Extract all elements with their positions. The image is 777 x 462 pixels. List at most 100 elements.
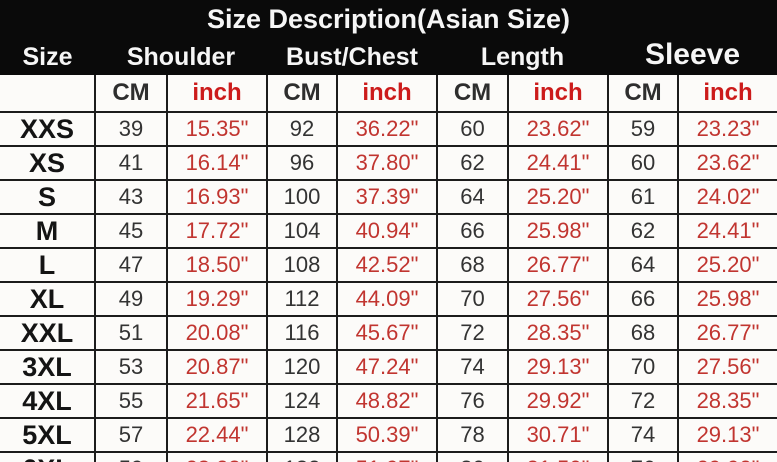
length-inch: 29.92" xyxy=(507,383,609,419)
bust-inch: 40.94" xyxy=(336,213,438,249)
sleeve-inch: 24.41" xyxy=(677,213,777,249)
length-cm: 78 xyxy=(436,417,509,453)
sleeve-inch: 29.13" xyxy=(677,417,777,453)
bust-inch: 50.39" xyxy=(336,417,438,453)
unit-length-inch: inch xyxy=(507,75,609,113)
bust-inch: 42.52" xyxy=(336,247,438,283)
size-value: 6XL xyxy=(0,451,96,462)
length-cm: 64 xyxy=(436,179,509,215)
sleeve-cm: 74 xyxy=(607,417,679,453)
length-cm: 62 xyxy=(436,145,509,181)
length-cm: 70 xyxy=(436,281,509,317)
unit-empty-cell xyxy=(0,75,96,113)
bust-inch: 37.80" xyxy=(336,145,438,181)
length-cm: 80 xyxy=(436,451,509,462)
shoulder-cm: 55 xyxy=(94,383,168,419)
table-row: M 45 17.72" 104 40.94" 66 25.98" 62 24.41" xyxy=(0,213,777,249)
bust-inch: 45.67" xyxy=(336,315,438,351)
table-row: 4XL 55 21.65" 124 48.82" 76 29.92" 72 28.35" xyxy=(0,383,777,419)
length-inch: 27.56" xyxy=(507,281,609,317)
shoulder-inch: 23.23" xyxy=(166,451,268,462)
shoulder-cm: 53 xyxy=(94,349,168,385)
bust-cm: 120 xyxy=(266,349,338,385)
bust-cm: 132 xyxy=(266,451,338,462)
sleeve-cm: 72 xyxy=(607,383,679,419)
shoulder-inch: 16.93" xyxy=(166,179,268,215)
length-inch: 23.62" xyxy=(507,111,609,147)
size-value: XXL xyxy=(0,315,96,351)
length-cm: 72 xyxy=(436,315,509,351)
size-value: 5XL xyxy=(0,417,96,453)
sleeve-inch: 27.56" xyxy=(677,349,777,385)
length-inch: 31.50" xyxy=(507,451,609,462)
length-inch: 26.77" xyxy=(507,247,609,283)
shoulder-inch: 19.29" xyxy=(166,281,268,317)
table-row: XXL 51 20.08" 116 45.67" 72 28.35" 68 26.77" xyxy=(0,315,777,351)
shoulder-inch: 20.87" xyxy=(166,349,268,385)
length-cm: 68 xyxy=(436,247,509,283)
table-row: XS 41 16.14" 96 37.80" 62 24.41" 60 23.62" xyxy=(0,145,777,181)
bust-inch: 47.24" xyxy=(336,349,438,385)
sleeve-cm: 59 xyxy=(607,111,679,147)
shoulder-cm: 45 xyxy=(94,213,168,249)
sleeve-inch: 23.23" xyxy=(677,111,777,147)
table-body: XXS 39 15.35" 92 36.22" 60 23.62" 59 23.23" XS 41 1… xyxy=(0,111,777,462)
sleeve-cm: 62 xyxy=(607,213,679,249)
sleeve-cm: 64 xyxy=(607,247,679,283)
column-header-sleeve: Sleeve xyxy=(608,38,777,75)
shoulder-cm: 57 xyxy=(94,417,168,453)
shoulder-cm: 39 xyxy=(94,111,168,147)
page-title: Size Description(Asian Size) xyxy=(0,0,777,38)
shoulder-cm: 51 xyxy=(94,315,168,351)
unit-shoulder-cm: CM xyxy=(94,75,168,113)
unit-length-cm: CM xyxy=(436,75,509,113)
sleeve-inch: 29.92" xyxy=(677,451,777,462)
bust-cm: 92 xyxy=(266,111,338,147)
length-inch: 29.13" xyxy=(507,349,609,385)
shoulder-inch: 18.50" xyxy=(166,247,268,283)
table-row: 5XL 57 22.44" 128 50.39" 78 30.71" 74 29.13" xyxy=(0,417,777,453)
shoulder-inch: 15.35" xyxy=(166,111,268,147)
bust-inch: 44.09" xyxy=(336,281,438,317)
bust-cm: 96 xyxy=(266,145,338,181)
bust-cm: 104 xyxy=(266,213,338,249)
bust-cm: 100 xyxy=(266,179,338,215)
shoulder-cm: 47 xyxy=(94,247,168,283)
column-group-row: Size Shoulder Bust/Chest Length Sleeve xyxy=(0,38,777,75)
bust-cm: 128 xyxy=(266,417,338,453)
sleeve-inch: 25.98" xyxy=(677,281,777,317)
unit-shoulder-inch: inch xyxy=(166,75,268,113)
bust-inch: 37.39" xyxy=(336,179,438,215)
shoulder-inch: 16.14" xyxy=(166,145,268,181)
length-cm: 60 xyxy=(436,111,509,147)
size-value: M xyxy=(0,213,96,249)
length-inch: 25.20" xyxy=(507,179,609,215)
sleeve-cm: 66 xyxy=(607,281,679,317)
column-header-size: Size xyxy=(0,38,95,75)
table-row: L 47 18.50" 108 42.52" 68 26.77" 64 25.20" xyxy=(0,247,777,283)
size-value: XXS xyxy=(0,111,96,147)
length-inch: 24.41" xyxy=(507,145,609,181)
size-value: 3XL xyxy=(0,349,96,385)
length-inch: 28.35" xyxy=(507,315,609,351)
table-row: S 43 16.93" 100 37.39" 64 25.20" 61 24.02" xyxy=(0,179,777,215)
sleeve-inch: 26.77" xyxy=(677,315,777,351)
sleeve-cm: 76 xyxy=(607,451,679,462)
length-cm: 76 xyxy=(436,383,509,419)
length-cm: 66 xyxy=(436,213,509,249)
bust-inch: 48.82" xyxy=(336,383,438,419)
sleeve-inch: 24.02" xyxy=(677,179,777,215)
bust-cm: 116 xyxy=(266,315,338,351)
title-row: Size Description(Asian Size) xyxy=(0,0,777,38)
bust-cm: 108 xyxy=(266,247,338,283)
sleeve-inch: 28.35" xyxy=(677,383,777,419)
shoulder-cm: 59 xyxy=(94,451,168,462)
unit-row: CM inch CM inch CM inch CM inch xyxy=(0,75,777,113)
shoulder-cm: 41 xyxy=(94,145,168,181)
shoulder-cm: 43 xyxy=(94,179,168,215)
column-header-length: Length xyxy=(437,38,608,75)
unit-bust-cm: CM xyxy=(266,75,338,113)
